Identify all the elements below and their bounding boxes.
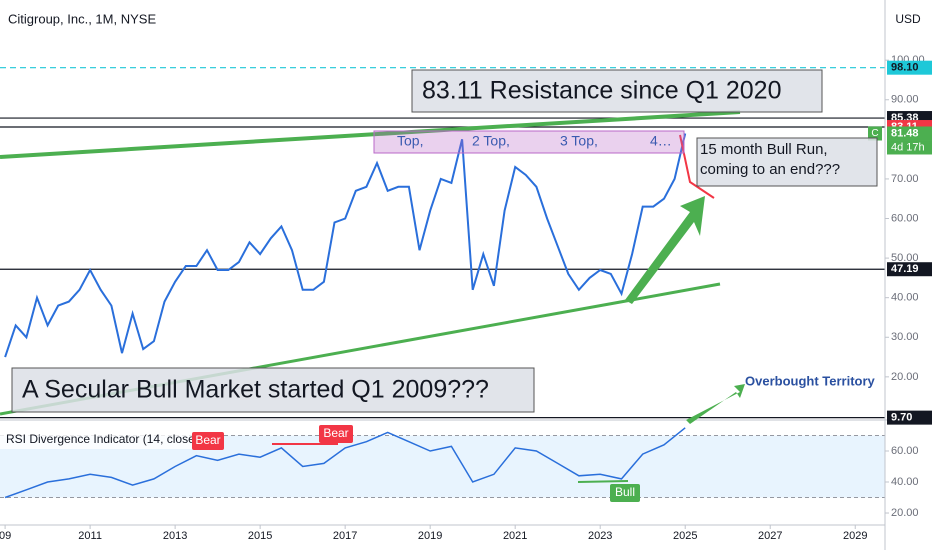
x-tick-label: 09 xyxy=(0,530,11,542)
annotation: 2 Top, xyxy=(472,133,510,149)
close-marker: C xyxy=(871,128,878,139)
y-tick-label: 20.00 xyxy=(891,371,919,383)
price-label-bg xyxy=(887,60,932,75)
signal-box xyxy=(610,484,640,502)
annotation: 83.11 Resistance since Q1 2020 xyxy=(422,77,782,105)
annotation-box xyxy=(696,137,878,187)
chart-title: Citigroup, Inc., 1M, NYSE xyxy=(8,11,156,26)
signal-label: Bear xyxy=(195,433,220,447)
signal-label: Bull xyxy=(615,485,635,499)
price-label: 9.70 xyxy=(891,412,912,424)
annotation: 4… xyxy=(650,133,672,149)
upper-trendline xyxy=(0,110,741,159)
y-tick-label: 70.00 xyxy=(891,173,919,185)
signal-label: Bear xyxy=(323,426,348,440)
countdown-bg xyxy=(887,140,932,155)
x-tick-label: 2019 xyxy=(418,530,442,542)
x-tick-label: 2013 xyxy=(163,530,187,542)
y-tick-label: 100.00 xyxy=(891,54,925,66)
tops-box xyxy=(373,130,685,154)
x-tick-label: 2011 xyxy=(78,530,102,542)
price-label: 98.10 xyxy=(891,62,919,74)
indicator-title: RSI Divergence Indicator (14, close xyxy=(6,432,195,446)
annotation-box xyxy=(11,367,535,413)
x-tick-label: 2015 xyxy=(248,530,272,542)
x-tick-label: 2027 xyxy=(758,530,782,542)
x-tick-label: 2029 xyxy=(843,530,867,542)
y-tick-label: 90.00 xyxy=(891,94,919,106)
x-tick-label: 2021 xyxy=(503,530,527,542)
annotation-text: 15 month Bull Run, coming to an end??? xyxy=(700,141,841,178)
y-tick-label: 60.00 xyxy=(891,445,919,457)
bull-line xyxy=(577,480,629,483)
price-label: 81.48 xyxy=(891,127,919,139)
signal-box xyxy=(192,432,224,450)
annotation: 15 month Bull Run, coming to an end??? xyxy=(700,141,841,178)
arrow xyxy=(625,196,705,304)
price-label-bg xyxy=(887,126,932,141)
y-tick-label: 20.00 xyxy=(891,507,919,519)
close-marker-bg xyxy=(868,126,882,141)
price-label: 47.19 xyxy=(891,263,919,275)
signal-box xyxy=(319,425,353,443)
price-label-bg xyxy=(887,410,932,425)
series-line xyxy=(4,427,686,499)
y-tick-label: 60.00 xyxy=(891,212,919,224)
y-tick-label: 40.00 xyxy=(891,292,919,304)
y-tick-label: 40.00 xyxy=(891,476,919,488)
annotation-box xyxy=(411,69,823,113)
annotation: A Secular Bull Market started Q1 2009??? xyxy=(22,376,489,404)
arrow xyxy=(686,384,745,424)
y-tick-label: 30.00 xyxy=(891,331,919,343)
annotation: Top, xyxy=(397,133,423,149)
series-line xyxy=(4,133,687,358)
annotation: Overbought Territory xyxy=(745,373,876,388)
annotation: 3 Top, xyxy=(560,133,598,149)
x-tick-label: 2023 xyxy=(588,530,612,542)
price-label-bg xyxy=(887,262,932,277)
legend-bg xyxy=(0,431,195,449)
currency: USD xyxy=(895,12,921,26)
x-tick-label: 2017 xyxy=(333,530,357,542)
arrow xyxy=(679,134,715,199)
x-tick-label: 2025 xyxy=(673,530,697,542)
countdown: 4d 17h xyxy=(891,141,925,153)
y-tick-label: 50.00 xyxy=(891,252,919,264)
